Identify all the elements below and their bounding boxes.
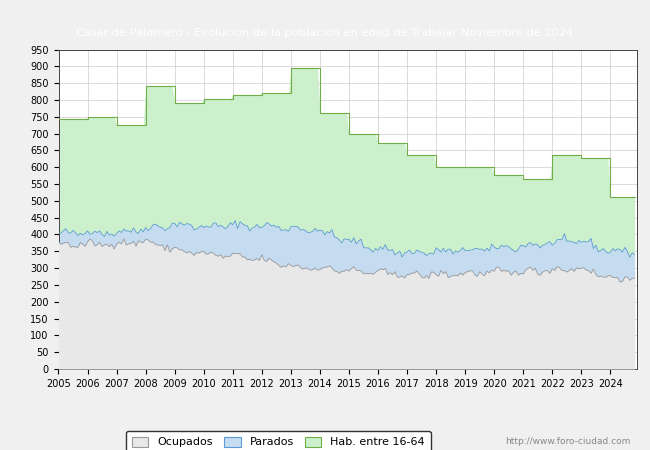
Text: http://www.foro-ciudad.com: http://www.foro-ciudad.com <box>505 436 630 446</box>
Text: Casar de Palomero - Evolucion de la poblacion en edad de Trabajar Noviembre de 2: Casar de Palomero - Evolucion de la pobl… <box>77 27 573 38</box>
Legend: Ocupados, Parados, Hab. entre 16-64: Ocupados, Parados, Hab. entre 16-64 <box>126 431 430 450</box>
